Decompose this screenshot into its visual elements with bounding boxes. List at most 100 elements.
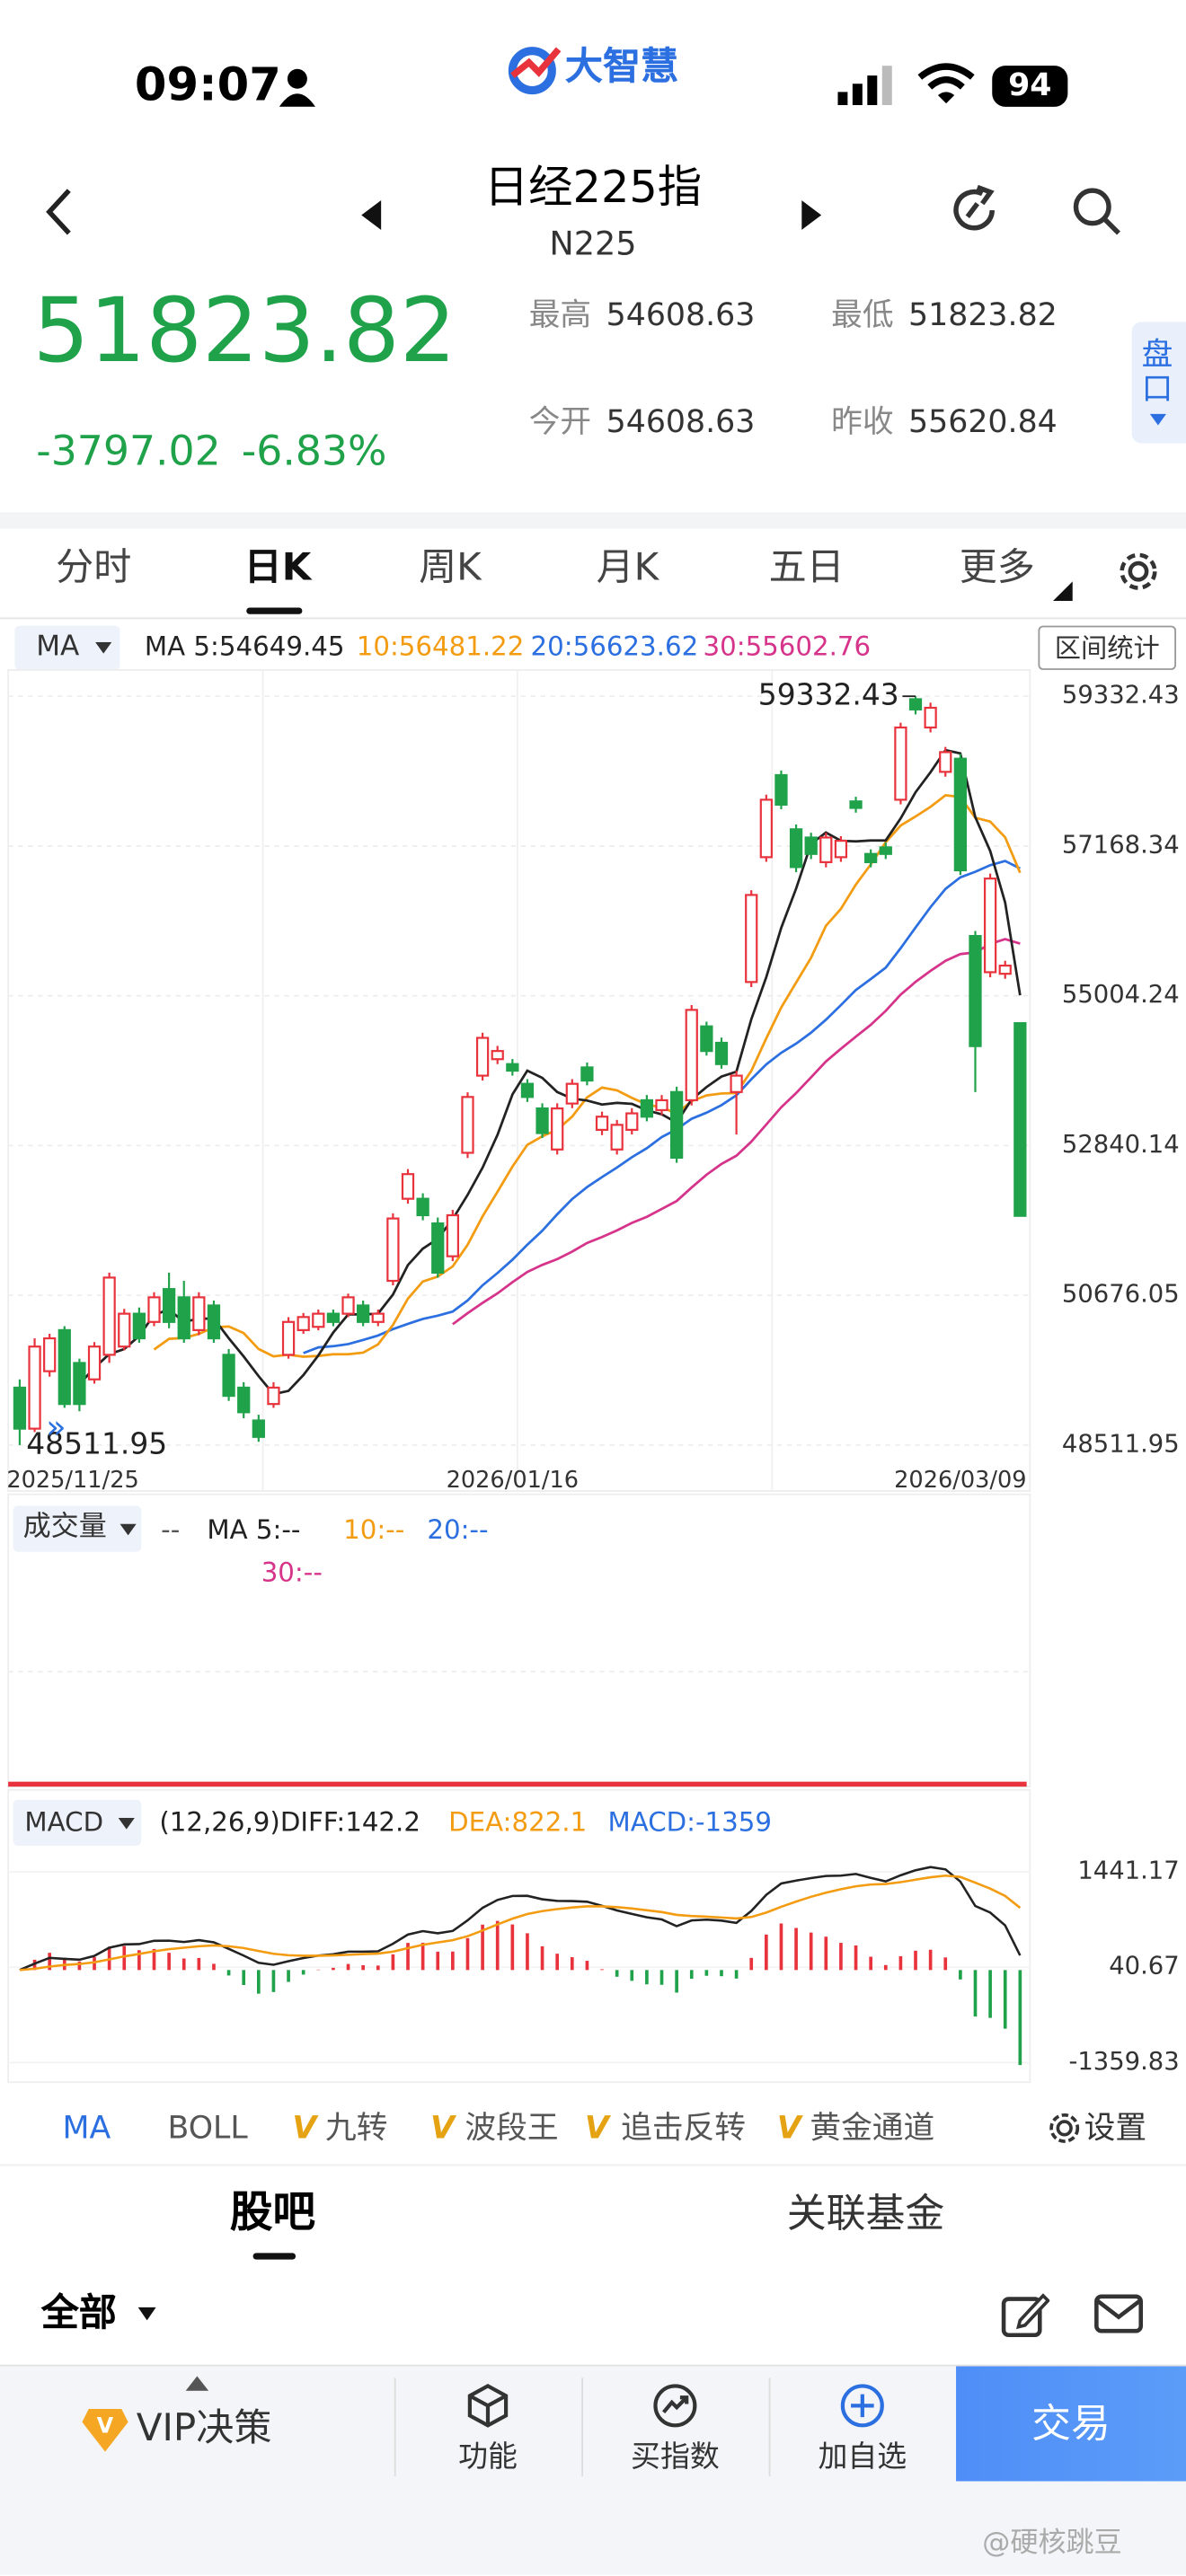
trade-button[interactable] bbox=[956, 2366, 1186, 2482]
volume-button[interactable] bbox=[13, 1505, 142, 1552]
volume-button-label[interactable]: 成交量 bbox=[22, 1510, 107, 1544]
candle-body bbox=[1013, 1022, 1027, 1217]
dropdown-arrow bbox=[118, 1817, 135, 1830]
next-button[interactable] bbox=[801, 200, 825, 230]
price: 51823.82 bbox=[32, 278, 456, 383]
period-tab[interactable]: 周K bbox=[419, 546, 482, 590]
candle-body bbox=[953, 757, 968, 872]
candle-body bbox=[461, 1096, 474, 1154]
candle-body bbox=[789, 828, 803, 869]
diff-line bbox=[19, 1866, 1022, 1972]
candle-body bbox=[58, 1328, 71, 1406]
value: 55620.84 bbox=[908, 403, 1058, 440]
filter-dropdown[interactable]: 全部 bbox=[40, 2292, 117, 2335]
candle-body bbox=[341, 1296, 355, 1315]
section-tab[interactable]: 股吧 bbox=[229, 2189, 316, 2238]
prev-button[interactable] bbox=[361, 200, 385, 230]
candle-body bbox=[147, 1296, 161, 1323]
candle-body bbox=[267, 1386, 280, 1406]
trade-button-label[interactable]: 交易 bbox=[1031, 2400, 1111, 2448]
vip-mark: V bbox=[430, 2110, 455, 2147]
section-tab[interactable]: 关联基金 bbox=[786, 2190, 945, 2237]
macd-dea: DEA:822.1 bbox=[448, 1806, 588, 1838]
candle-body bbox=[491, 1050, 504, 1061]
candle-body bbox=[296, 1316, 310, 1331]
divider bbox=[581, 2378, 584, 2477]
indicator-tab[interactable]: 黄金通道 bbox=[810, 2110, 935, 2147]
candle-body bbox=[580, 1066, 594, 1082]
candle-body bbox=[326, 1312, 341, 1323]
macd-button[interactable] bbox=[13, 1799, 142, 1846]
max-label: 59332.43 bbox=[758, 677, 899, 712]
candle-body bbox=[924, 706, 937, 729]
y-tick-label: 59332.43 bbox=[1062, 682, 1180, 710]
add-watchlist-button[interactable]: 加自选 bbox=[818, 2439, 907, 2475]
interval-stats-button[interactable]: 区间统计 bbox=[1038, 625, 1177, 670]
macd-tick-label: 1441.17 bbox=[1077, 1857, 1179, 1885]
candle-body bbox=[894, 726, 907, 801]
ma-button-label[interactable]: MA bbox=[36, 631, 80, 664]
person-icon bbox=[279, 68, 316, 107]
x-tick-label: 2026/03/09 bbox=[894, 1467, 1026, 1494]
candle-body bbox=[939, 751, 952, 773]
indicator-settings[interactable]: 设置 bbox=[1084, 2110, 1147, 2147]
search-button[interactable] bbox=[1071, 186, 1124, 239]
candle-body bbox=[730, 1074, 743, 1093]
tab-underline bbox=[246, 607, 303, 614]
candle-body bbox=[252, 1419, 265, 1438]
message-button[interactable] bbox=[1094, 2294, 1144, 2333]
indicator-tab[interactable]: 九转 bbox=[324, 2110, 388, 2147]
candle-body bbox=[565, 1082, 579, 1105]
period-tab[interactable]: 日K bbox=[243, 546, 312, 590]
stock-title: 日经225指 bbox=[483, 162, 703, 214]
indicator-tab[interactable]: BOLL bbox=[167, 2110, 248, 2147]
period-tab[interactable]: 更多 bbox=[959, 546, 1035, 590]
divider bbox=[768, 2378, 771, 2477]
macd-tick-label: -1359.83 bbox=[1068, 2048, 1179, 2076]
back-button[interactable] bbox=[43, 187, 76, 236]
volume-value: -- bbox=[161, 1513, 181, 1546]
candle-body bbox=[774, 773, 788, 806]
edit-button[interactable] bbox=[1000, 2290, 1050, 2340]
candle-body bbox=[685, 1009, 698, 1102]
period-tab[interactable]: 五日 bbox=[768, 546, 845, 590]
indicator-tab[interactable]: 追击反转 bbox=[621, 2110, 747, 2147]
signal-icon bbox=[837, 66, 892, 106]
candle-body bbox=[551, 1107, 564, 1151]
tab-underline bbox=[252, 2253, 296, 2260]
macd-value: MACD:-1359 bbox=[607, 1806, 772, 1838]
refresh-button[interactable] bbox=[950, 184, 1003, 237]
macd-button-label[interactable]: MACD bbox=[24, 1806, 104, 1838]
buy-index-button[interactable]: 买指数 bbox=[631, 2439, 720, 2475]
indicator-tab[interactable]: MA bbox=[62, 2110, 111, 2147]
divider bbox=[0, 617, 1186, 620]
candle-body bbox=[13, 1386, 27, 1430]
ma30-label: 30:55602.76 bbox=[703, 631, 872, 662]
side-tab-label[interactable]: 盘口 bbox=[1141, 336, 1173, 408]
vip-button[interactable]: VIP决策 bbox=[136, 2407, 272, 2450]
ma10-label: 10:56481.22 bbox=[356, 631, 525, 662]
candle-body bbox=[625, 1112, 639, 1132]
more-arrow bbox=[1052, 581, 1073, 602]
candle-body bbox=[998, 964, 1012, 975]
volume-ma30: 30:-- bbox=[261, 1557, 323, 1588]
price-pane bbox=[7, 669, 1031, 1492]
candle-body bbox=[745, 894, 758, 984]
candle-body bbox=[700, 1025, 713, 1053]
candle-body bbox=[312, 1312, 325, 1328]
candle-body bbox=[87, 1345, 102, 1381]
logo-icon bbox=[508, 47, 562, 95]
ma5-label: MA 5:54649.45 bbox=[144, 631, 345, 662]
kline-chart: 59332.43 57168.34 55004.24 52840.14 50676.05… bbox=[6, 669, 1180, 2084]
function-button[interactable]: 功能 bbox=[458, 2439, 518, 2475]
battery: 94 bbox=[992, 66, 1068, 107]
period-tab[interactable]: 月K bbox=[596, 546, 659, 590]
period-tab[interactable]: 分时 bbox=[56, 546, 132, 590]
settings-button[interactable] bbox=[1117, 550, 1160, 593]
candle-body bbox=[506, 1063, 519, 1072]
candle-body bbox=[759, 798, 773, 859]
candle-body bbox=[446, 1213, 459, 1257]
collapse-arrow: » bbox=[46, 1407, 66, 1446]
side-arrow bbox=[1149, 413, 1167, 426]
indicator-tab[interactable]: 波段王 bbox=[465, 2110, 559, 2147]
